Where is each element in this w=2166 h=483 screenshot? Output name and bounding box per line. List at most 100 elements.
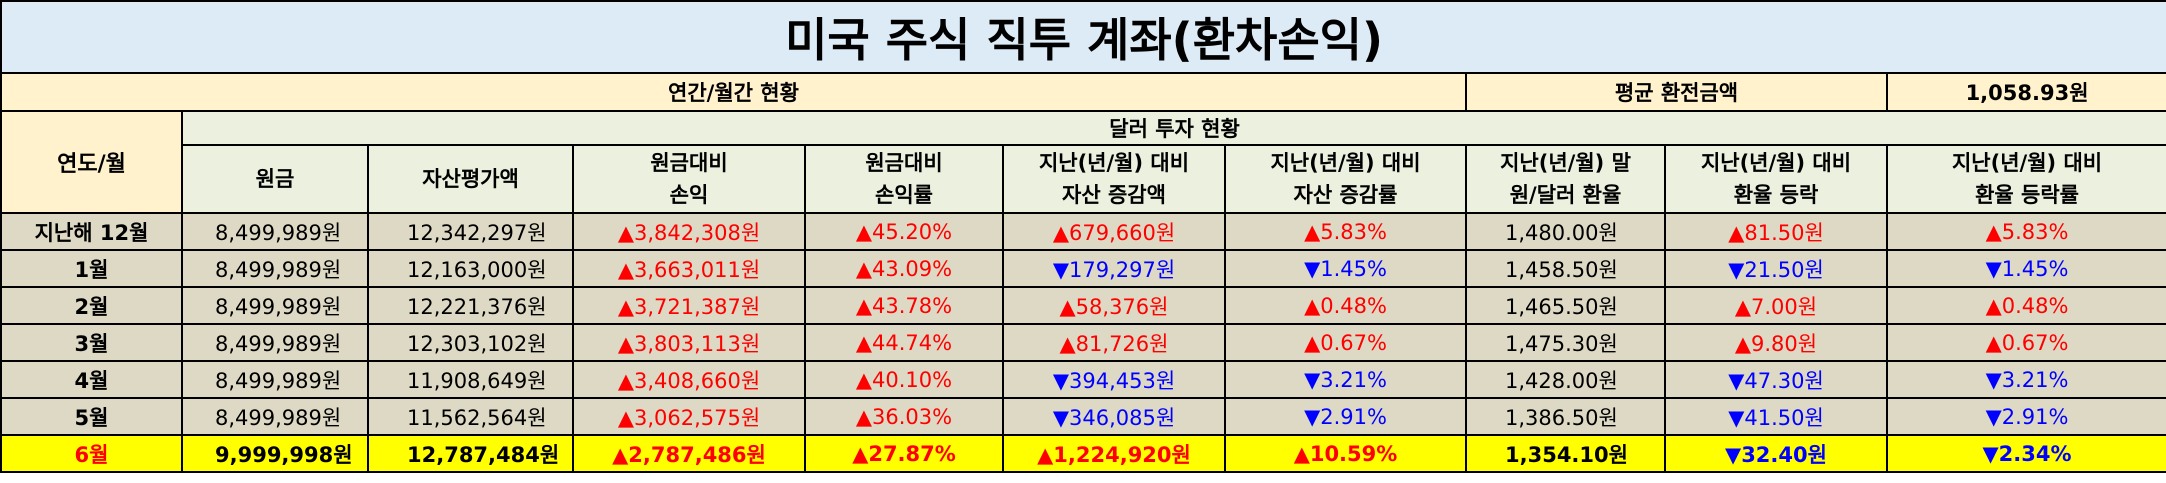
- cell-fxr: ▼2.34%: [1885, 434, 2166, 473]
- cell-pl: ▲3,842,308원: [572, 212, 806, 251]
- cell-label: 3월: [0, 323, 183, 362]
- cell-plr: ▲27.87%: [804, 434, 1004, 473]
- cell-label: 4월: [0, 360, 183, 399]
- cell-label: 지난해 12월: [0, 212, 183, 251]
- cell-principal: 9,999,998원: [181, 434, 369, 473]
- cell-chg: ▲81,726원: [1002, 323, 1226, 362]
- cell-plr: ▲43.78%: [804, 286, 1004, 325]
- cell-fx: 1,465.50원: [1465, 286, 1666, 325]
- column-header-fxr: 지난(년/월) 대비 환율 등락률: [1885, 144, 2166, 214]
- cell-chgr: ▼1.45%: [1224, 249, 1467, 288]
- page-title: 미국 주식 직투 계좌(환차손익): [0, 0, 2166, 74]
- row-header: 연도/월: [0, 110, 183, 214]
- cell-fx: 1,386.50원: [1465, 397, 1666, 436]
- cell-chg: ▼346,085원: [1002, 397, 1226, 436]
- cell-fxchg: ▲9.80원: [1664, 323, 1888, 362]
- cell-fxr: ▼3.21%: [1885, 360, 2166, 399]
- table-row: 5월 8,499,989원 11,562,564원 ▲3,062,575원 ▲36.03…: [0, 397, 2166, 436]
- cell-label: 6월: [0, 434, 183, 473]
- column-header-line: 손익률: [875, 183, 933, 207]
- cell-principal: 8,499,989원: [181, 360, 369, 399]
- cell-fx: 1,428.00원: [1465, 360, 1666, 399]
- column-header-line: 자산 증감률: [1293, 183, 1398, 207]
- cell-pl: ▲3,062,575원: [572, 397, 806, 436]
- column-header-line: 손익: [669, 183, 709, 207]
- cell-fxr: ▲0.67%: [1885, 323, 2166, 362]
- cell-chgr: ▲10.59%: [1224, 434, 1467, 473]
- cell-asset: 12,342,297원: [367, 212, 574, 251]
- cell-fxr: ▼1.45%: [1885, 249, 2166, 288]
- cell-asset: 12,303,102원: [367, 323, 574, 362]
- column-header-line: 원금대비: [865, 151, 943, 175]
- cell-asset: 12,787,484원: [367, 434, 574, 473]
- cell-chgr: ▼3.21%: [1224, 360, 1467, 399]
- cell-chgr: ▲0.67%: [1224, 323, 1467, 362]
- cell-fx: 1,475.30원: [1465, 323, 1666, 362]
- cell-fxchg: ▼41.50원: [1664, 397, 1888, 436]
- column-header-line: 원금: [255, 167, 295, 191]
- avg-exchange-label: 평균 환전금액: [1465, 72, 1888, 112]
- column-header-line: 환율 등락률: [1975, 183, 2079, 207]
- column-header-asset: 자산평가액: [367, 144, 574, 214]
- cell-fxr: ▼2.91%: [1885, 397, 2166, 436]
- cell-principal: 8,499,989원: [181, 286, 369, 325]
- cell-label: 2월: [0, 286, 183, 325]
- cell-plr: ▲43.09%: [804, 249, 1004, 288]
- cell-chgr: ▼2.91%: [1224, 397, 1467, 436]
- column-header-line: 지난(년/월) 대비: [1038, 151, 1190, 175]
- cell-label: 1월: [0, 249, 183, 288]
- cell-principal: 8,499,989원: [181, 323, 369, 362]
- group-header: 달러 투자 현황: [180, 110, 2166, 146]
- column-header-line: 지난(년/월) 대비: [1700, 151, 1852, 175]
- cell-asset: 12,163,000원: [367, 249, 574, 288]
- cell-fxchg: ▲81.50원: [1664, 212, 1888, 251]
- column-header-line: 자산 증감액: [1062, 183, 1166, 207]
- cell-principal: 8,499,989원: [181, 212, 369, 251]
- cell-chg: ▼394,453원: [1002, 360, 1226, 399]
- cell-fxr: ▲0.48%: [1885, 286, 2166, 325]
- column-header-line: 지난(년/월) 말: [1500, 151, 1631, 175]
- table-row: 4월 8,499,989원 11,908,649원 ▲3,408,660원 ▲40.10…: [0, 360, 2166, 399]
- cell-plr: ▲45.20%: [804, 212, 1004, 251]
- table-row: 6월 9,999,998원 12,787,484원 ▲2,787,486원 ▲27.87…: [0, 434, 2166, 473]
- cell-fxchg: ▼21.50원: [1664, 249, 1888, 288]
- cell-pl: ▲3,721,387원: [572, 286, 806, 325]
- cell-plr: ▲44.74%: [804, 323, 1004, 362]
- cell-asset: 12,221,376원: [367, 286, 574, 325]
- cell-label: 5월: [0, 397, 183, 436]
- cell-chgr: ▲5.83%: [1224, 212, 1467, 251]
- cell-pl: ▲2,787,486원: [572, 434, 806, 473]
- cell-fxr: ▲5.83%: [1885, 212, 2166, 251]
- column-header-line: 원금대비: [650, 151, 728, 175]
- cell-asset: 11,908,649원: [367, 360, 574, 399]
- cell-asset: 11,562,564원: [367, 397, 574, 436]
- cell-chg: ▲1,224,920원: [1002, 434, 1226, 473]
- cell-fx: 1,458.50원: [1465, 249, 1666, 288]
- cell-chg: ▼179,297원: [1002, 249, 1226, 288]
- cell-chg: ▲679,660원: [1002, 212, 1226, 251]
- column-header-line: 자산평가액: [422, 167, 519, 191]
- cell-principal: 8,499,989원: [181, 397, 369, 436]
- cell-pl: ▲3,803,113원: [572, 323, 806, 362]
- cell-plr: ▲40.10%: [804, 360, 1004, 399]
- column-header-line: 원/달러 환율: [1509, 183, 1622, 207]
- column-header-line: 환율 등락: [1733, 183, 1819, 207]
- section-label: 연간/월간 현황: [0, 72, 1467, 112]
- table-row: 1월 8,499,989원 12,163,000원 ▲3,663,011원 ▲43.09…: [0, 249, 2166, 288]
- cell-fxchg: ▲7.00원: [1664, 286, 1888, 325]
- column-header-line: 지난(년/월) 대비: [1270, 151, 1421, 175]
- cell-chgr: ▲0.48%: [1224, 286, 1467, 325]
- fx-pl-table: 미국 주식 직투 계좌(환차손익) 연간/월간 현황 평균 환전금액 1,058…: [0, 0, 2166, 473]
- table-row: 지난해 12월 8,499,989원 12,342,297원 ▲3,842,308원 ▲…: [0, 212, 2166, 251]
- cell-fx: 1,354.10원: [1465, 434, 1666, 473]
- cell-pl: ▲3,663,011원: [572, 249, 806, 288]
- cell-plr: ▲36.03%: [804, 397, 1004, 436]
- avg-exchange-value: 1,058.93원: [1885, 72, 2166, 112]
- cell-chg: ▲58,376원: [1002, 286, 1226, 325]
- cell-fxchg: ▼32.40원: [1664, 434, 1888, 473]
